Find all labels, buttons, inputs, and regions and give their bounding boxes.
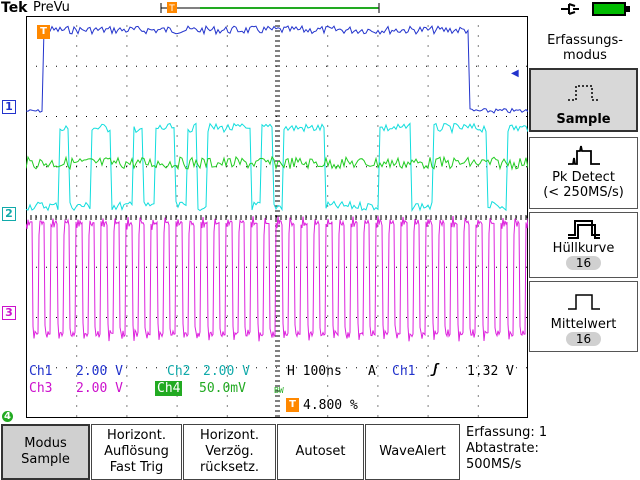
trigger-position-badge: T	[286, 398, 299, 412]
menu-average-button[interactable]: Mittelwert 16	[529, 281, 638, 352]
softkey-resolution-line2: Auflösung	[104, 444, 169, 459]
ch3-readout-label: Ch3	[29, 381, 53, 396]
ch4-waveform	[26, 155, 528, 171]
ch2-ground-marker[interactable]: 2	[2, 207, 16, 221]
timebase-readout: H 100ns	[287, 364, 342, 379]
menu-sample-label: Sample	[556, 112, 611, 127]
sample-waveform-icon	[567, 85, 600, 101]
ch4-readout-label: Ch4	[155, 381, 183, 396]
menu-average-count: 16	[565, 332, 602, 346]
softkey-horizontal-delay-reset[interactable]: Horizont. Verzög. rücksetz.	[183, 424, 276, 480]
sample-rate-label: Abtastrate:	[466, 441, 539, 456]
acquisition-count: Erfassung: 1	[466, 425, 548, 440]
acquisition-state: PreVu	[33, 0, 70, 15]
ch2-readout-label: Ch2	[167, 364, 191, 379]
ch4-ground-marker[interactable]: 4	[2, 411, 13, 422]
ch2-scale-readout: 2.00 V	[203, 364, 250, 379]
ch3-scale-readout: 2.00 V	[76, 381, 123, 396]
trigger-source-readout: Ch1	[392, 364, 416, 379]
menu-average-label: Mittelwert	[550, 317, 617, 332]
side-menu-title: Erfassungs- modus	[547, 33, 623, 63]
menu-envelope-count: 16	[565, 256, 602, 270]
menu-peak-detect-sublabel: (< 250MS/s)	[543, 185, 624, 200]
menu-peak-detect-button[interactable]: Pk Detect (< 250MS/s)	[529, 137, 638, 209]
trigger-level-readout: 1.32 V	[467, 364, 514, 379]
acquisition-info: Erfassung: 1 Abtastrate: 500MS/s	[466, 425, 547, 473]
ch4-bandwidth-limit-badge: BW	[274, 386, 284, 395]
average-waveform-icon	[567, 294, 600, 310]
softkey-resolution-line1: Horizont.	[107, 428, 166, 443]
softkey-autoset[interactable]: Autoset	[277, 424, 364, 480]
battery-icon	[592, 2, 630, 16]
trigger-position-readout: 4.800 %	[303, 398, 358, 413]
trigger-position-marker: T	[37, 25, 50, 39]
trigger-position-indicator: T	[160, 2, 380, 14]
ch3-ground-marker[interactable]: 3	[2, 306, 16, 320]
trigger-slope-icon: ʃ	[431, 362, 439, 377]
ch1-ground-marker[interactable]: 1	[2, 100, 16, 114]
softkey-delay-line2: Verzög.	[205, 444, 254, 459]
ch4-scale-readout: 50.0mV	[199, 381, 246, 396]
softkey-horizontal-resolution[interactable]: Horizont. Auflösung Fast Trig	[91, 424, 182, 480]
trigger-level-arrow-icon: ◀	[511, 68, 519, 79]
softkey-wavealert-label: WaveAlert	[379, 444, 446, 459]
brand-logo: Tek	[1, 0, 28, 16]
softkey-resolution-line3: Fast Trig	[109, 460, 164, 475]
sample-rate-value: 500MS/s	[466, 457, 522, 472]
waveform-display	[26, 24, 528, 342]
ch2-waveform	[26, 122, 528, 212]
softkey-autoset-label: Autoset	[295, 444, 346, 459]
menu-envelope-button[interactable]: Hüllkurve 16	[529, 212, 638, 278]
power-status	[561, 2, 630, 16]
peak-detect-waveform-icon	[567, 145, 600, 165]
ch1-readout-label: Ch1	[29, 364, 53, 379]
menu-envelope-label: Hüllkurve	[552, 241, 615, 256]
softkey-mode-line2: Sample	[21, 452, 70, 467]
menu-peak-detect-label: Pk Detect	[552, 170, 615, 185]
softkey-wavealert[interactable]: WaveAlert	[365, 424, 460, 480]
ch1-waveform	[26, 24, 528, 114]
softkey-mode-line1: Modus	[24, 436, 67, 451]
envelope-waveform-icon	[567, 220, 600, 239]
svg-text:T: T	[168, 4, 175, 14]
ch1-scale-readout: 2.00 V	[76, 364, 123, 379]
power-plug-icon	[561, 3, 579, 15]
menu-sample-button[interactable]: Sample	[529, 68, 638, 132]
softkey-delay-line1: Horizont.	[200, 428, 259, 443]
ch3-waveform	[26, 216, 528, 342]
softkey-delay-line3: rücksetz.	[199, 460, 260, 475]
trigger-mode-readout: A	[368, 364, 376, 379]
softkey-mode-sample[interactable]: Modus Sample	[1, 424, 90, 480]
